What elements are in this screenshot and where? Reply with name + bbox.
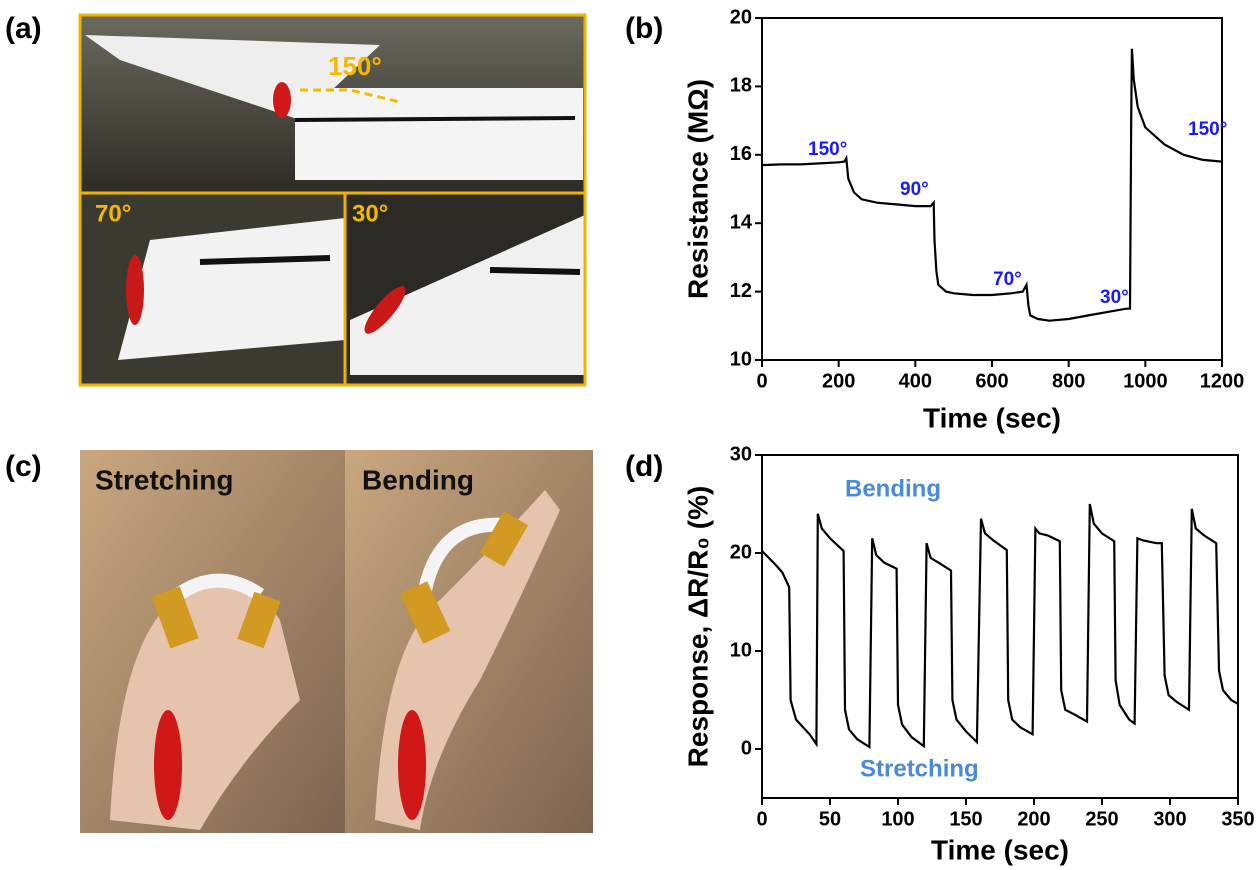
x-axis-title: Time (sec): [931, 834, 1069, 865]
annotation: 150°: [808, 139, 847, 160]
x-tick-label: 250: [1085, 808, 1118, 830]
y-axis-title: Response, ΔR/R₀ (%): [682, 486, 713, 768]
x-tick-label: 100: [881, 808, 914, 830]
y-tick-label: 20: [730, 541, 752, 563]
x-tick-label: 0: [756, 370, 767, 392]
x-axis-title: Time (sec): [923, 402, 1061, 433]
x-tick-label: 0: [756, 808, 767, 830]
x-tick-label: 200: [822, 370, 855, 392]
photo-c: Stretching Bending: [80, 450, 593, 833]
annotation: 150°: [1188, 119, 1227, 140]
x-tick-label: 400: [899, 370, 932, 392]
annotation: 30°: [1100, 287, 1129, 308]
x-tick-label: 1200: [1200, 370, 1245, 392]
x-tick-label: 150: [949, 808, 982, 830]
angle-label: 30°: [352, 200, 388, 227]
figure: 150° 70° 30° Stretching Bending (a) (b) …: [0, 0, 1260, 870]
y-tick-label: 10: [730, 348, 752, 370]
x-tick-label: 800: [1052, 370, 1085, 392]
x-tick-label: 600: [975, 370, 1008, 392]
y-tick-label: 14: [730, 211, 753, 233]
y-tick-label: 30: [730, 443, 752, 465]
x-tick-label: 350: [1221, 808, 1254, 830]
annotation: Bending: [845, 475, 941, 502]
panel-label: (c): [5, 450, 42, 483]
x-tick-label: 50: [819, 808, 841, 830]
photo-caption: Bending: [362, 464, 474, 495]
plot-frame: [762, 455, 1238, 798]
annotation: Stretching: [860, 755, 979, 782]
page: 150° 70° 30° Stretching Bending (a) (b) …: [0, 0, 1260, 870]
plot-frame: [762, 18, 1222, 360]
x-tick-label: 300: [1153, 808, 1186, 830]
x-tick-label: 200: [1017, 808, 1050, 830]
y-tick-label: 12: [730, 280, 752, 302]
panel-label: (a): [5, 12, 42, 45]
annotation: 70°: [993, 269, 1022, 290]
panel-label: (d): [625, 450, 663, 483]
angle-label: 70°: [95, 200, 131, 227]
y-tick-label: 0: [741, 737, 752, 759]
x-tick-label: 1000: [1123, 370, 1168, 392]
y-tick-label: 20: [730, 6, 752, 28]
annotation: 90°: [900, 179, 929, 200]
y-tick-label: 18: [730, 75, 752, 97]
angle-label: 150°: [328, 51, 382, 81]
data-line: [762, 49, 1222, 321]
photo-caption: Stretching: [95, 464, 233, 495]
y-axis-title: Resistance (MΩ): [682, 79, 713, 299]
photo-a: 150° 70° 30°: [80, 15, 585, 385]
y-tick-label: 16: [730, 143, 752, 165]
panel-label: (b): [625, 12, 663, 45]
data-line: [762, 504, 1238, 747]
y-tick-label: 10: [730, 639, 752, 661]
